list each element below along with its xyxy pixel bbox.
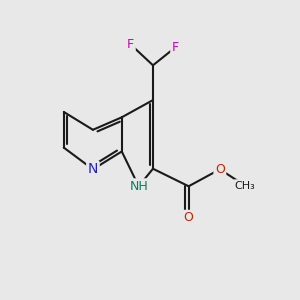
Text: O: O [184,211,194,224]
Text: NH: NH [129,180,148,193]
Text: F: F [127,38,134,51]
Text: F: F [172,41,179,54]
Text: CH₃: CH₃ [235,181,256,191]
Text: N: N [88,162,98,176]
Text: O: O [215,163,225,176]
